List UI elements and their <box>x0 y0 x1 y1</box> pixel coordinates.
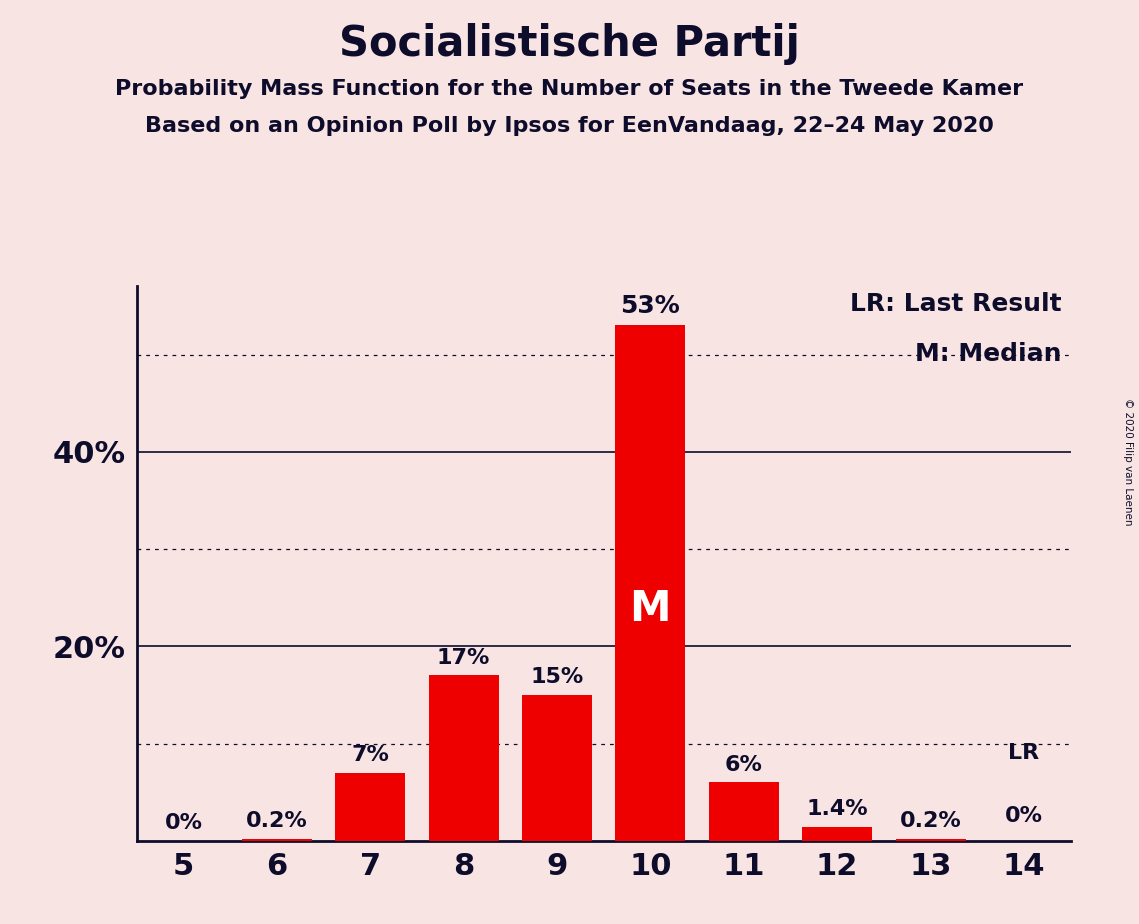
Text: LR: Last Result: LR: Last Result <box>850 292 1062 316</box>
Text: 6%: 6% <box>724 755 763 774</box>
Text: 1.4%: 1.4% <box>806 799 868 820</box>
Bar <box>802 827 872 841</box>
Bar <box>428 675 499 841</box>
Bar <box>615 325 686 841</box>
Bar <box>335 772 405 841</box>
Text: 53%: 53% <box>621 294 680 318</box>
Text: 17%: 17% <box>437 648 490 668</box>
Text: M: Median: M: Median <box>915 342 1062 366</box>
Text: 7%: 7% <box>351 745 390 765</box>
Bar <box>708 783 779 841</box>
Text: 15%: 15% <box>531 667 583 687</box>
Text: 0%: 0% <box>1005 807 1043 826</box>
Text: Based on an Opinion Poll by Ipsos for EenVandaag, 22–24 May 2020: Based on an Opinion Poll by Ipsos for Ee… <box>145 116 994 136</box>
Text: 0%: 0% <box>164 813 203 833</box>
Text: 0.2%: 0.2% <box>900 811 961 831</box>
Bar <box>895 839 966 841</box>
Text: Probability Mass Function for the Number of Seats in the Tweede Kamer: Probability Mass Function for the Number… <box>115 79 1024 99</box>
Text: M: M <box>630 588 671 630</box>
Text: 0.2%: 0.2% <box>246 811 308 831</box>
Text: LR: LR <box>1008 743 1040 763</box>
Text: Socialistische Partij: Socialistische Partij <box>339 23 800 65</box>
Text: © 2020 Filip van Laenen: © 2020 Filip van Laenen <box>1123 398 1133 526</box>
Bar <box>522 695 592 841</box>
Bar <box>241 839 312 841</box>
